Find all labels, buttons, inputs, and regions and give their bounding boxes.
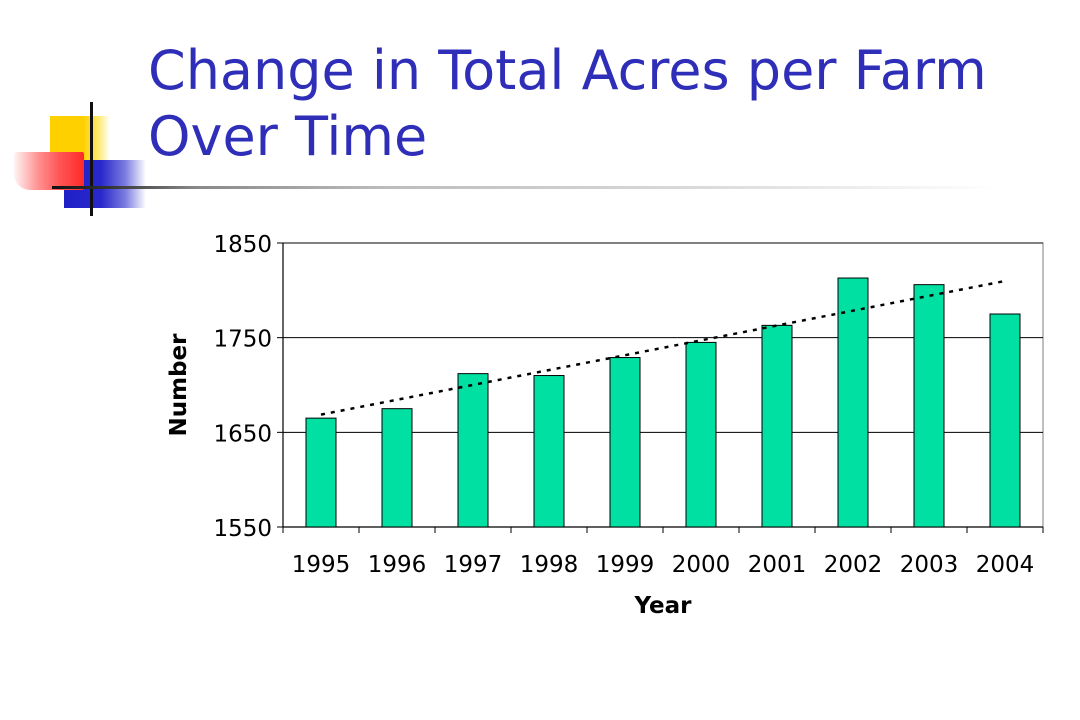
bar-2004 [989, 313, 1021, 528]
slide-title: Change in Total Acres per Farm Over Time [148, 39, 987, 168]
bar-1996 [381, 408, 413, 528]
bar-1998 [533, 375, 565, 528]
x-tick-label: 2000 [672, 552, 731, 578]
bar-2000 [685, 341, 717, 528]
bar-1997 [457, 373, 489, 528]
y-axis-title: Number [166, 333, 192, 437]
bar-2001 [761, 324, 793, 528]
x-tick-label: 2004 [976, 552, 1035, 578]
x-tick-label: 2003 [900, 552, 959, 578]
y-tick-label: 1750 [213, 327, 272, 353]
y-tick-label: 1850 [213, 232, 272, 258]
decorative-red-square [14, 152, 84, 190]
x-tick-label: 1996 [368, 552, 427, 578]
x-axis-title: Year [633, 593, 692, 619]
x-tick-label: 1999 [596, 552, 655, 578]
x-tick-label: 2002 [824, 552, 883, 578]
bar-1999 [609, 357, 641, 528]
bar-2003 [913, 284, 945, 528]
decorative-vertical-line [90, 102, 93, 216]
trendline [320, 279, 1006, 416]
bar-2002 [837, 277, 869, 528]
x-tick-label: 1998 [520, 552, 579, 578]
y-tick-label: 1650 [213, 421, 272, 447]
y-tick-label: 1550 [213, 516, 272, 542]
x-tick-label: 1995 [292, 552, 351, 578]
bar-1995 [305, 417, 337, 528]
x-tick-label: 1997 [444, 552, 503, 578]
decorative-title-underline [52, 186, 1002, 189]
x-tick-label: 2001 [748, 552, 807, 578]
